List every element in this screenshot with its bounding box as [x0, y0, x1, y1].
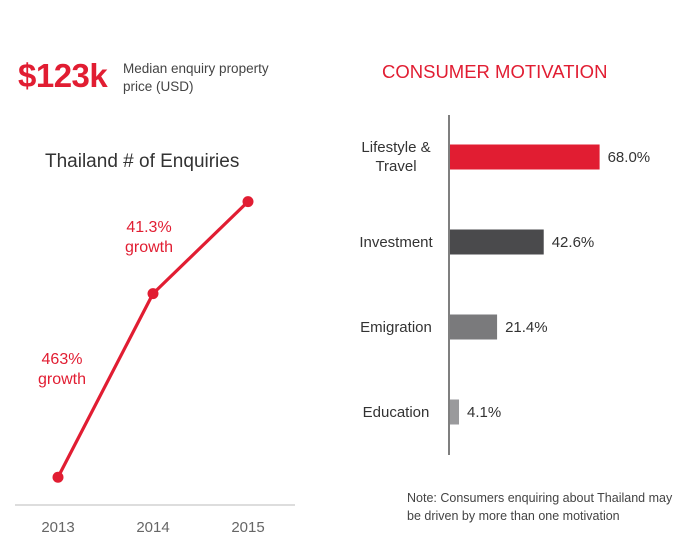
bar: [450, 144, 600, 170]
category-label: Investment: [359, 234, 433, 251]
bar: [450, 314, 498, 340]
x-tick-label: 2015: [231, 519, 264, 536]
enquiries-line-chart: 2013 2014 2015 463% growth 41.3% growth: [15, 196, 295, 536]
kpi-label: Median enquiry property price (USD): [123, 61, 269, 94]
category-label: Emigration: [360, 319, 432, 336]
category-label: Lifestyle & Travel: [361, 139, 430, 175]
bar-value-label: 68.0%: [608, 149, 651, 166]
growth-annotation: 41.3% growth: [125, 219, 173, 256]
growth-annotation: 463% growth: [38, 351, 86, 388]
data-point: [147, 288, 159, 300]
bar-value-label: 21.4%: [505, 319, 548, 336]
bar: [450, 399, 460, 425]
line-chart-title: Thailand # of Enquiries: [45, 151, 240, 172]
kpi-value: $123k: [18, 57, 108, 94]
footnote: Note: Consumers enquiring about Thailand…: [407, 491, 673, 523]
bar-value-label: 4.1%: [467, 404, 501, 421]
category-label: Education: [363, 404, 430, 421]
x-tick-label: 2014: [136, 519, 169, 536]
data-point: [242, 196, 254, 208]
bar: [450, 229, 544, 255]
motivation-bar-chart: 68.0% Lifestyle & Travel 42.6% Investment 21.…: [359, 115, 650, 455]
x-tick-label: 2013: [41, 519, 74, 536]
data-point: [52, 471, 64, 483]
bar-value-label: 42.6%: [552, 234, 595, 251]
bar-chart-title: CONSUMER MOTIVATION: [382, 61, 608, 82]
